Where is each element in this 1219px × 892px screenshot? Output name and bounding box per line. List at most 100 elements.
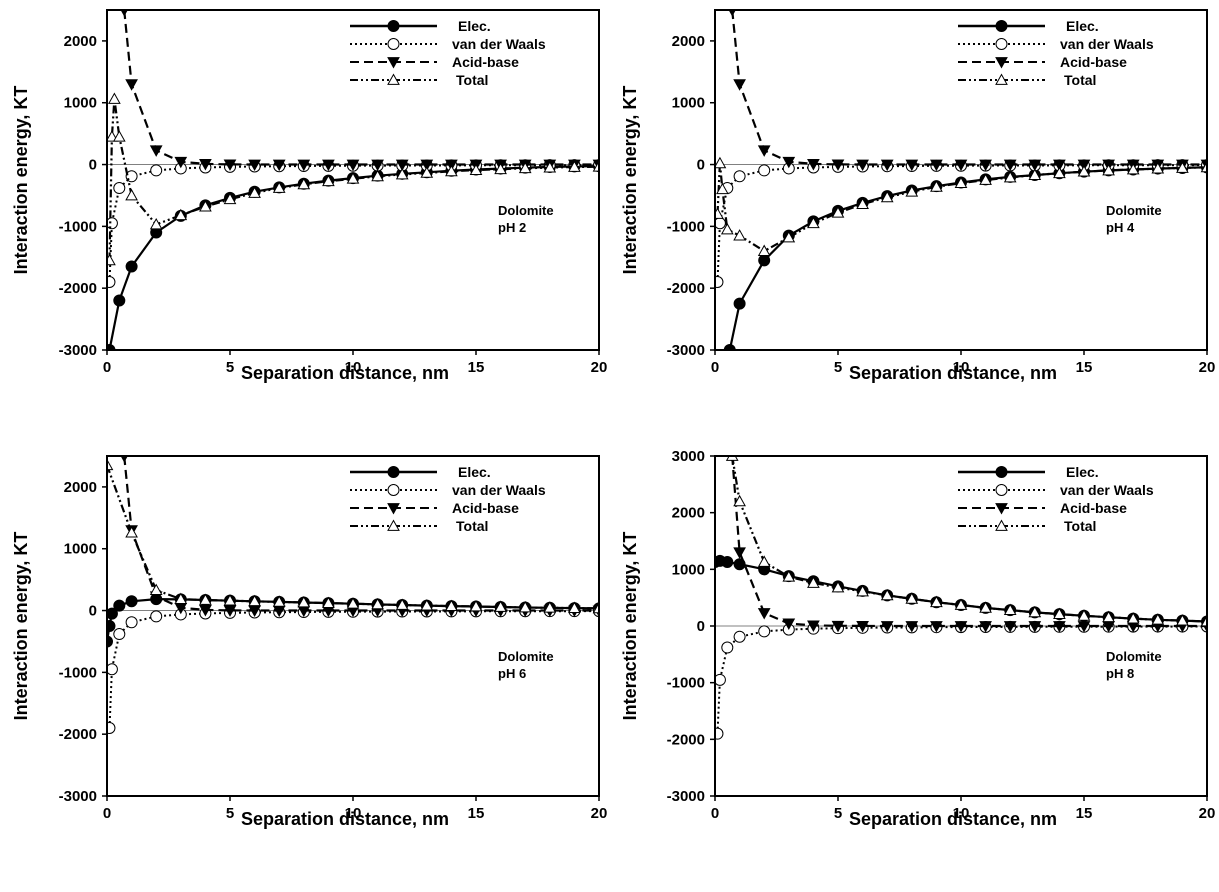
y-tick-label: 2000 — [64, 33, 97, 50]
x-tick-label: 0 — [711, 805, 719, 822]
data-point — [494, 162, 507, 175]
x-tick-label: 0 — [103, 805, 111, 822]
annotation-text: Dolomite — [1106, 649, 1162, 664]
y-tick-label: 1000 — [64, 95, 97, 112]
legend-marker — [387, 38, 400, 50]
data-point — [420, 599, 434, 611]
legend: Elec. van der Waals Acid-base Total — [958, 464, 1154, 534]
y-axis-title: Interaction energy, KT — [620, 532, 640, 721]
data-point — [107, 253, 116, 266]
annotation-text: Dolomite — [1106, 203, 1162, 218]
y-axis-title: Interaction energy, KT — [11, 86, 31, 275]
data-point — [297, 177, 311, 190]
legend: Elec. van der Waals Acid-base Total — [958, 18, 1154, 88]
chart-panel-ph8: 0 5 10 15 20 -3000 -2000 -1000 0 1000 2000 3000 Sepa… — [620, 448, 1215, 829]
data-point — [856, 621, 869, 633]
data-point — [543, 161, 557, 173]
legend-label: Elec. — [1066, 18, 1099, 34]
legend: Elec. van der Waals Acid-base Total — [350, 464, 546, 534]
data-point — [757, 145, 771, 157]
data-point — [223, 594, 237, 606]
data-point — [1151, 613, 1165, 625]
data-point — [757, 608, 771, 620]
annotation-text: pH 6 — [498, 666, 526, 681]
x-axis-title: Separation distance, nm — [849, 809, 1057, 829]
legend-marker — [995, 466, 1008, 478]
y-tick-label: -1000 — [667, 675, 705, 692]
x-tick-label: 5 — [226, 805, 234, 822]
data-point — [1053, 607, 1066, 619]
y-tick-label: 2000 — [672, 33, 705, 50]
legend-label: Acid-base — [1060, 54, 1127, 70]
data-point — [930, 621, 943, 633]
data-point — [733, 79, 746, 91]
data-point — [395, 167, 409, 180]
y-tick-label: 0 — [697, 618, 705, 635]
annotation-text: Dolomite — [498, 203, 554, 218]
data-point — [125, 616, 138, 629]
data-point — [113, 294, 126, 307]
data-point — [905, 185, 919, 197]
data-point — [715, 673, 726, 686]
data-point — [1028, 605, 1042, 618]
x-tick-label: 5 — [834, 359, 842, 376]
legend-marker — [387, 466, 400, 478]
series-line-2 — [731, 456, 1207, 628]
data-point — [807, 576, 820, 588]
data-point — [757, 244, 771, 256]
legend-label: Elec. — [458, 464, 491, 480]
legend-marker — [995, 519, 1008, 531]
data-point — [807, 620, 820, 632]
data-point — [954, 176, 968, 188]
data-point — [831, 159, 845, 171]
data-point — [954, 621, 968, 633]
data-point — [107, 620, 116, 632]
x-tick-label: 5 — [226, 359, 234, 376]
legend-marker — [995, 20, 1008, 32]
legend-label: Elec. — [458, 18, 491, 34]
series-line-0 — [728, 166, 1207, 350]
data-point — [979, 601, 992, 613]
data-point — [905, 592, 919, 604]
legend-marker — [387, 519, 400, 531]
annotation-text: pH 2 — [498, 220, 526, 235]
x-tick-label: 15 — [1076, 805, 1093, 822]
data-point — [199, 605, 212, 617]
legend-label: van der Waals — [1060, 482, 1154, 498]
data-point — [469, 163, 483, 176]
data-point — [757, 555, 771, 567]
chart-panel-ph6: 0 5 10 15 20 -3000 -2000 -1000 0 1000 2000 Separati… — [11, 455, 607, 829]
data-point — [272, 159, 286, 172]
legend-marker — [387, 57, 400, 69]
data-point — [107, 344, 116, 350]
data-point — [758, 625, 771, 638]
x-tick-label: 15 — [468, 805, 485, 822]
y-tick-label: 1000 — [672, 95, 705, 112]
data-point — [248, 186, 261, 198]
y-tick-label: -1000 — [667, 218, 705, 235]
data-point — [758, 254, 771, 267]
legend-label: Elec. — [1066, 464, 1099, 480]
chart-panel-ph2: 0 5 10 15 20 -3000 -2000 -1000 0 1000 2000 Separati… — [11, 9, 607, 383]
data-point — [107, 722, 116, 734]
data-point — [715, 207, 724, 219]
legend-label: van der Waals — [452, 36, 546, 52]
data-point — [149, 217, 163, 230]
y-tick-label: 1000 — [672, 561, 705, 578]
x-axis-title: Separation distance, nm — [241, 809, 449, 829]
legend-label: van der Waals — [1060, 36, 1154, 52]
data-point — [113, 182, 126, 195]
y-tick-label: 1000 — [64, 541, 97, 558]
data-point — [733, 547, 746, 559]
data-point — [568, 160, 581, 172]
data-point — [733, 297, 746, 310]
data-point — [297, 159, 311, 172]
data-point — [716, 182, 729, 195]
y-tick-label: 0 — [697, 157, 705, 174]
data-point — [807, 216, 820, 229]
data-point — [174, 208, 188, 221]
legend-label: Acid-base — [1060, 500, 1127, 516]
data-point — [125, 526, 138, 538]
data-point — [1003, 621, 1017, 633]
data-point — [113, 599, 126, 612]
